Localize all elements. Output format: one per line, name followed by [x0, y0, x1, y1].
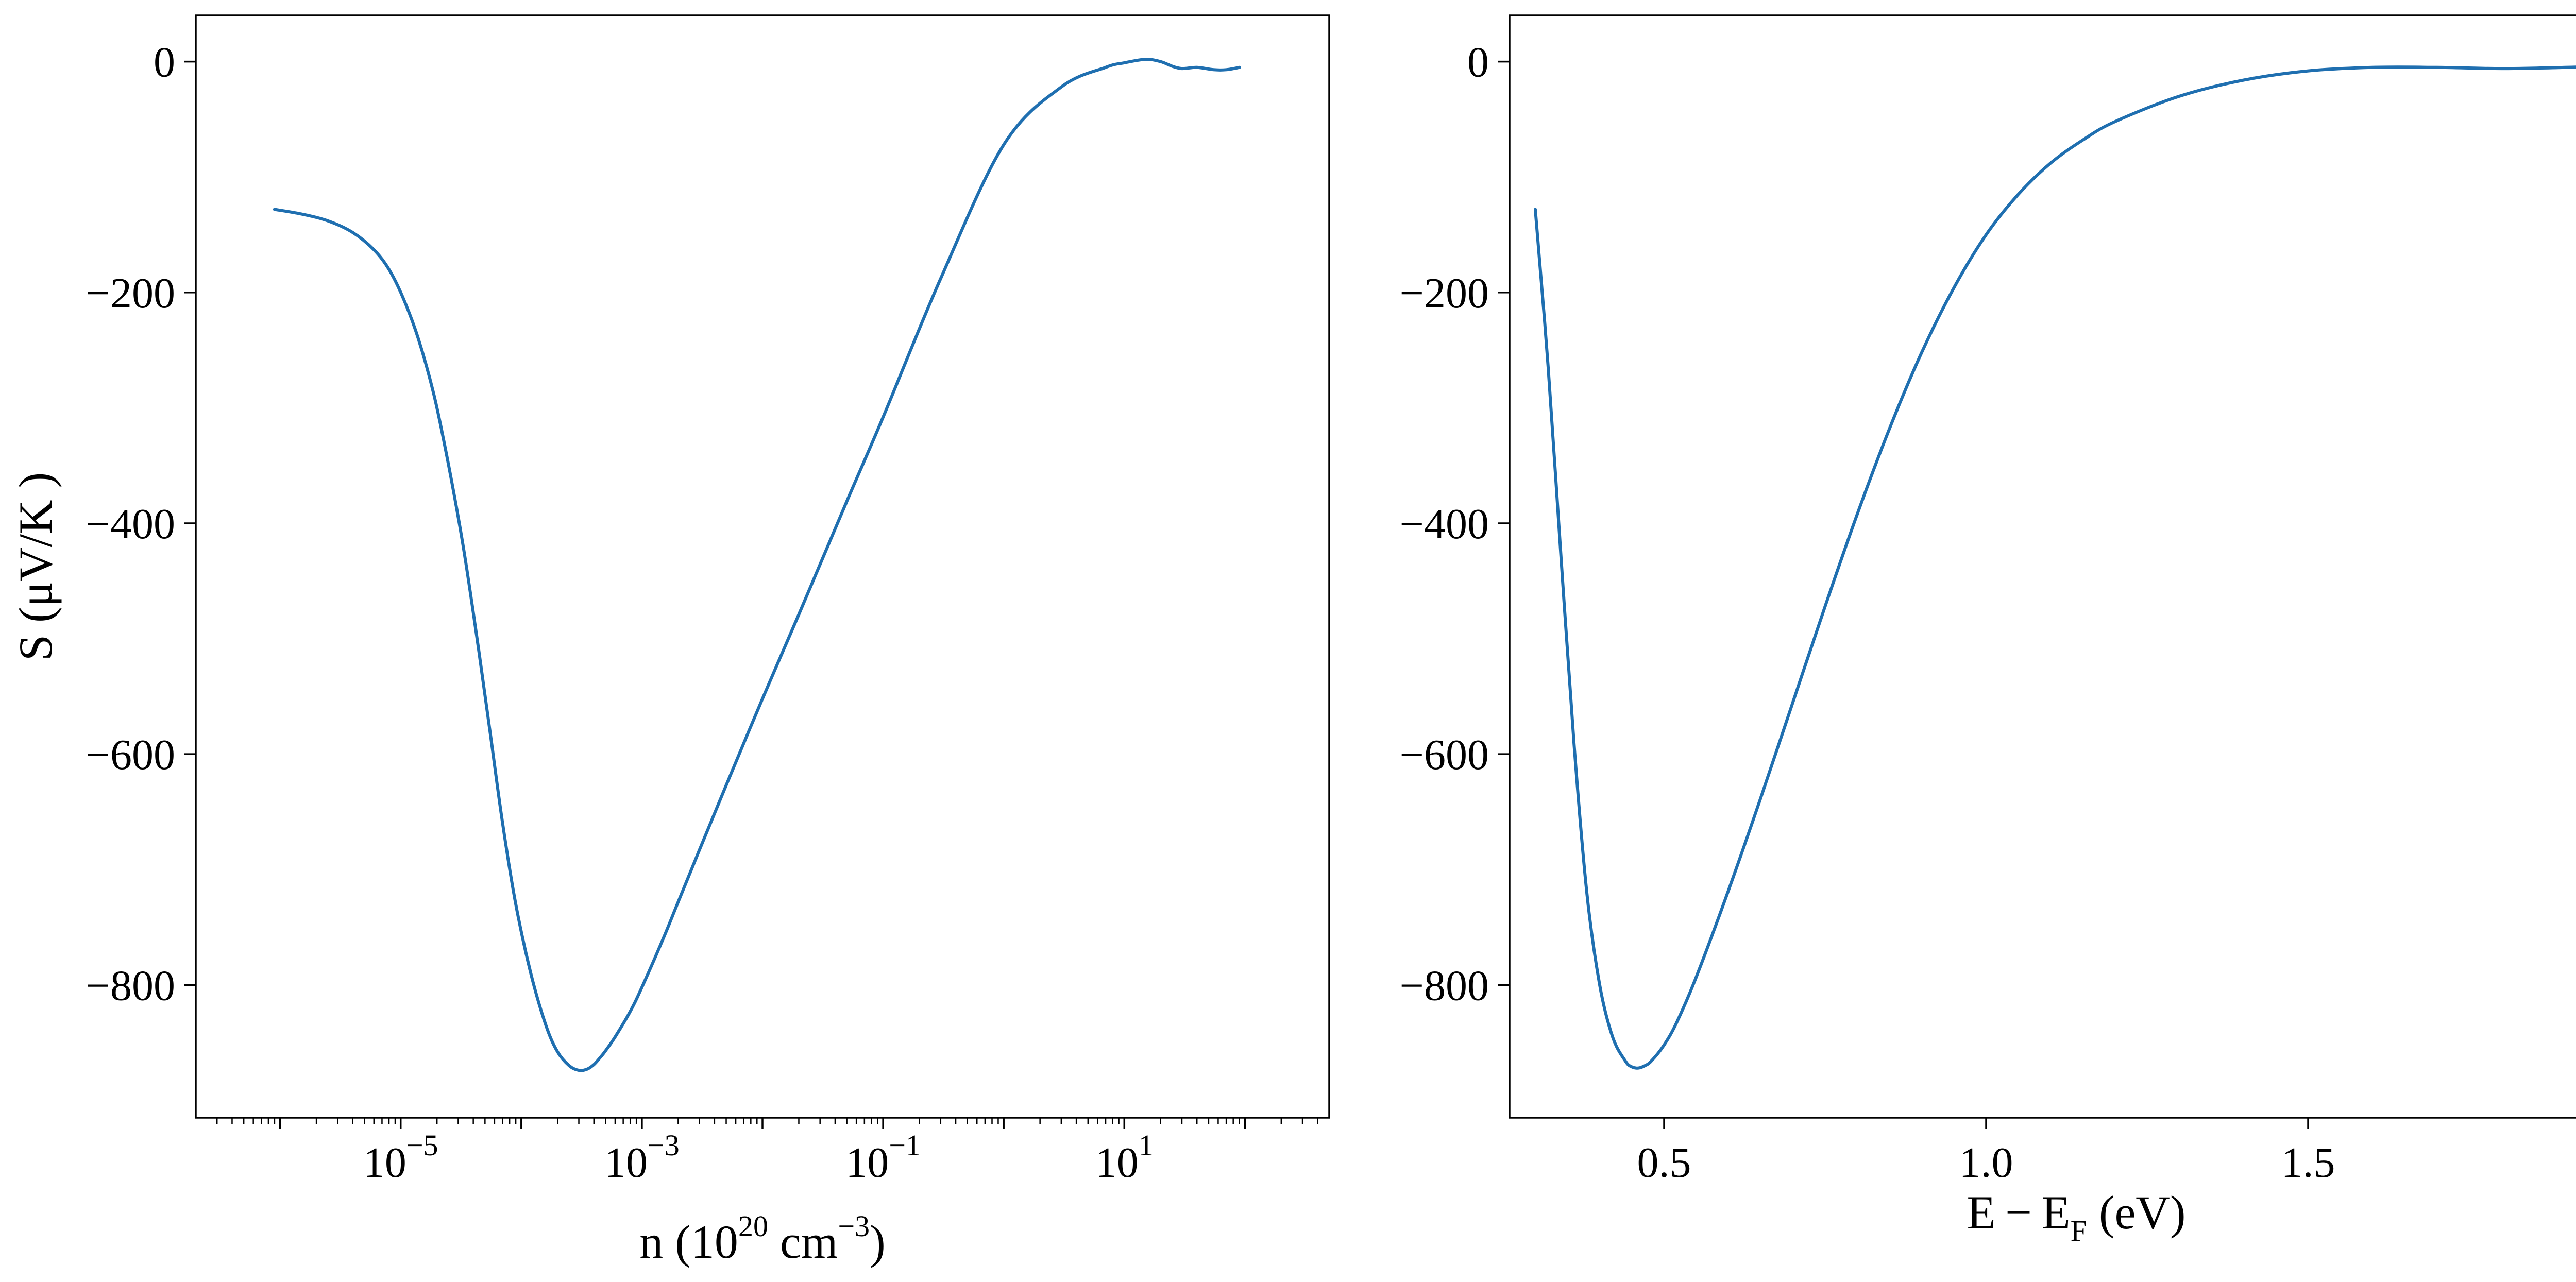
right-y-tick-label-1: −200 — [1400, 269, 1489, 317]
left-plot-frame — [195, 14, 1330, 1119]
right-series-line — [1534, 65, 2576, 1070]
left-y-tick-label-0: 0 — [154, 39, 175, 87]
left-series-line — [273, 58, 1241, 1072]
right-y-tick-label-3: −600 — [1400, 731, 1489, 779]
left-x-tick-label-1: 10−3 — [604, 1129, 680, 1187]
seebeck-vs-carrier-concentration-plot: 0 −200 −400 −600 −800 10−5 10−3 10−1 101 S (μV/K… — [9, 14, 1330, 1268]
left-x-tick-label-0: 10−5 — [363, 1129, 438, 1187]
right-x-axis-label: E − EF (eV) — [1967, 1186, 2186, 1247]
right-x-tick-label-2: 1.5 — [2281, 1139, 2335, 1187]
left-y-tick-label-2: −400 — [86, 500, 175, 548]
right-y-tick-label-4: −800 — [1400, 962, 1489, 1010]
right-plot-frame — [1509, 14, 2576, 1119]
right-x-tick-label-0: 0.5 — [1637, 1139, 1691, 1187]
right-y-tick-label-0: 0 — [1467, 39, 1489, 87]
right-y-tick-label-2: −400 — [1400, 500, 1489, 548]
left-y-tick-label-1: −200 — [86, 269, 175, 317]
left-x-axis-label: n (1020 cm−3) — [639, 1209, 885, 1268]
left-tick-group: 0 −200 −400 −600 −800 10−5 10−3 10−1 101 — [86, 39, 1318, 1187]
left-y-tick-label-3: −600 — [86, 731, 175, 779]
left-x-tick-label-3: 101 — [1095, 1129, 1154, 1187]
left-y-tick-label-4: −800 — [86, 962, 175, 1010]
right-x-tick-label-1: 1.0 — [1959, 1139, 2013, 1187]
left-y-axis-label: S (μV/K ) — [9, 472, 62, 661]
left-x-tick-label-2: 10−1 — [845, 1129, 921, 1187]
